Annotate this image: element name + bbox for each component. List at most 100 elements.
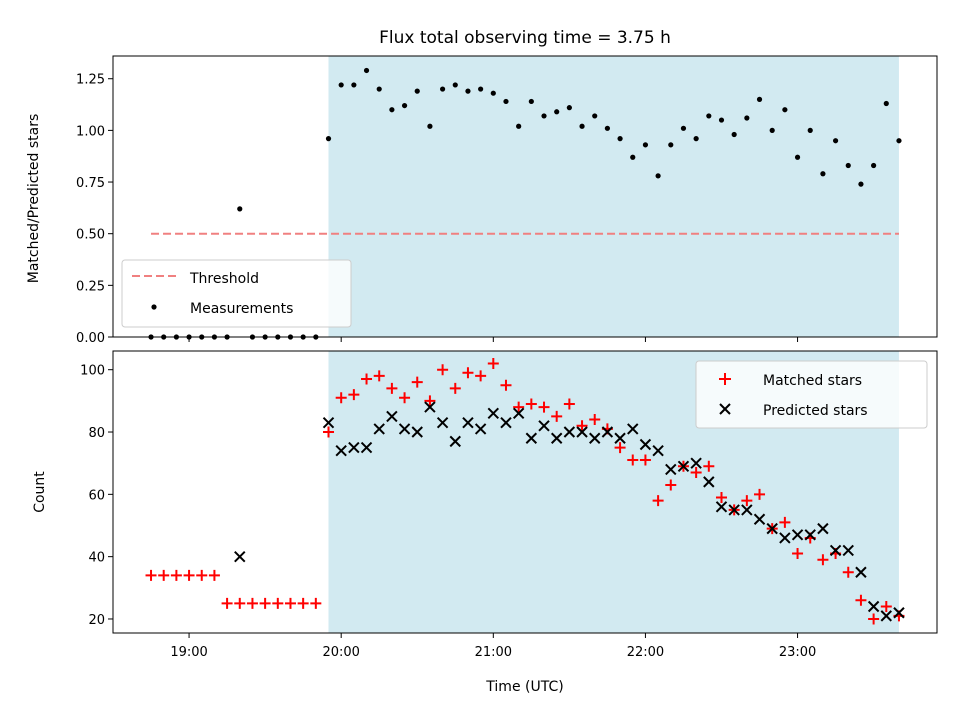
matched-star-marker: [589, 414, 601, 426]
matched-star-marker: [576, 420, 588, 432]
matched-star-marker: [145, 569, 157, 581]
matched-star-marker: [614, 442, 626, 454]
predicted-star-marker: [703, 476, 715, 488]
predicted-star-marker: [804, 529, 816, 541]
ratio-y-tick-label: 0.00: [76, 331, 105, 346]
count-y-tick-label: 80: [88, 426, 105, 441]
matched-star-marker: [627, 454, 639, 466]
matched-star-marker: [462, 367, 474, 379]
ratio-y-tick-label: 0.75: [76, 176, 105, 191]
predicted-star-marker: [474, 423, 487, 435]
predicted-star-marker: [753, 513, 766, 525]
measurement-point: [630, 154, 636, 160]
matched-star-marker: [373, 370, 385, 382]
x-tick-label: 22:00: [627, 645, 664, 660]
measurement-point: [832, 138, 839, 144]
predicted-star-marker: [779, 532, 791, 544]
count-x-ticks: 19:00 20:00 21:00 22:00 23:00: [170, 633, 816, 660]
ratio-y-tick-label: 0.25: [76, 279, 105, 294]
matched-star-marker: [500, 379, 512, 391]
predicted-star-marker: [741, 504, 753, 516]
predicted-star-marker: [525, 432, 538, 444]
matched-star-marker: [297, 597, 309, 609]
predicted-star-marker: [677, 460, 690, 473]
matched-star-marker: [284, 597, 296, 609]
matched-star-marker: [437, 364, 449, 376]
count-panel: 20 40 60 80 100 19:00 20:00 21:00 22:00 23:00 Co…: [32, 350, 938, 695]
measurement-point: [592, 113, 598, 119]
legend-predicted-label: Predicted stars: [763, 403, 868, 419]
matched-star-marker: [411, 376, 423, 388]
measurement-point: [871, 162, 877, 169]
matched-star-marker: [690, 467, 702, 479]
count-axes-frame: [112, 350, 938, 634]
predicted-star-marker: [449, 435, 461, 448]
predicted-star-marker: [639, 438, 652, 451]
matched-star-marker: [817, 554, 829, 566]
matched-star-marker: [665, 479, 677, 491]
matched-star-marker: [538, 401, 550, 413]
matched-star-marker: [386, 382, 398, 394]
predicted-star-marker: [436, 416, 449, 429]
x-tick-label: 21:00: [475, 645, 512, 660]
predicted-star-marker: [487, 407, 500, 420]
measurement-point: [782, 107, 788, 113]
measurement-point: [554, 109, 560, 115]
x-axis-label: Time (UTC): [485, 679, 563, 695]
count-y-tick-label: 100: [80, 364, 105, 379]
x-tick-label: 19:00: [170, 645, 207, 660]
count-y-tick-label: 60: [88, 488, 105, 503]
predicted-star-marker: [589, 432, 601, 444]
count-y-axis-label: Count: [32, 471, 48, 513]
matched-star-marker: [652, 495, 664, 507]
measurement-point: [794, 154, 801, 160]
ratio-axes-frame: [112, 55, 938, 338]
measurement-point: [440, 86, 446, 92]
predicted-star-marker: [373, 423, 385, 435]
predicted-star-marker: [550, 432, 563, 444]
count-y-ticks: 20 40 60 80 100: [80, 364, 113, 628]
measurement-point: [338, 82, 344, 88]
matched-star-marker: [868, 613, 880, 625]
predicted-star-marker: [614, 432, 626, 444]
matched-star-marker: [170, 569, 182, 581]
legend-matched-swatch: [719, 373, 731, 385]
measurement-point: [566, 105, 572, 111]
predicted-star-marker: [538, 420, 550, 432]
predicted-star-marker: [348, 441, 360, 454]
matched-star-marker: [855, 594, 867, 606]
matched-star-marker: [741, 495, 753, 507]
x-tick-label: 20:00: [322, 645, 359, 660]
measurement-point: [807, 127, 813, 133]
matched-star-marker: [525, 398, 537, 410]
matched-star-marker: [196, 569, 208, 581]
predicted-star-marker: [893, 607, 905, 619]
matched-star-marker: [361, 373, 373, 385]
ratio-y-axis-label: Matched/Predicted stars: [26, 114, 42, 284]
measurement-point: [528, 98, 534, 105]
measurement-point: [896, 138, 902, 144]
matched-star-marker: [792, 548, 804, 560]
measurement-point: [237, 206, 243, 212]
matched-star-marker: [272, 597, 284, 609]
legend-predicted-swatch: [719, 403, 731, 415]
matched-star-marker: [335, 392, 347, 404]
measurement-point: [680, 125, 687, 131]
matched-star-marker: [449, 382, 461, 394]
predicted-star-marker: [360, 441, 373, 454]
matched-star-marker: [183, 569, 195, 581]
measurement-point: [604, 125, 611, 131]
measurement-point: [655, 173, 661, 179]
predicted-star-marker: [817, 522, 829, 535]
predicted-star-marker: [335, 445, 347, 457]
measurement-point: [325, 136, 332, 142]
measurement-point: [718, 117, 725, 123]
predicted-stars-points: [234, 401, 905, 622]
count-y-tick-label: 40: [88, 551, 105, 566]
measurement-point: [376, 86, 382, 92]
matched-star-marker: [779, 516, 791, 528]
count-y-tick-label: 20: [88, 613, 105, 628]
matched-star-marker: [399, 392, 411, 404]
predicted-star-marker: [715, 501, 728, 513]
